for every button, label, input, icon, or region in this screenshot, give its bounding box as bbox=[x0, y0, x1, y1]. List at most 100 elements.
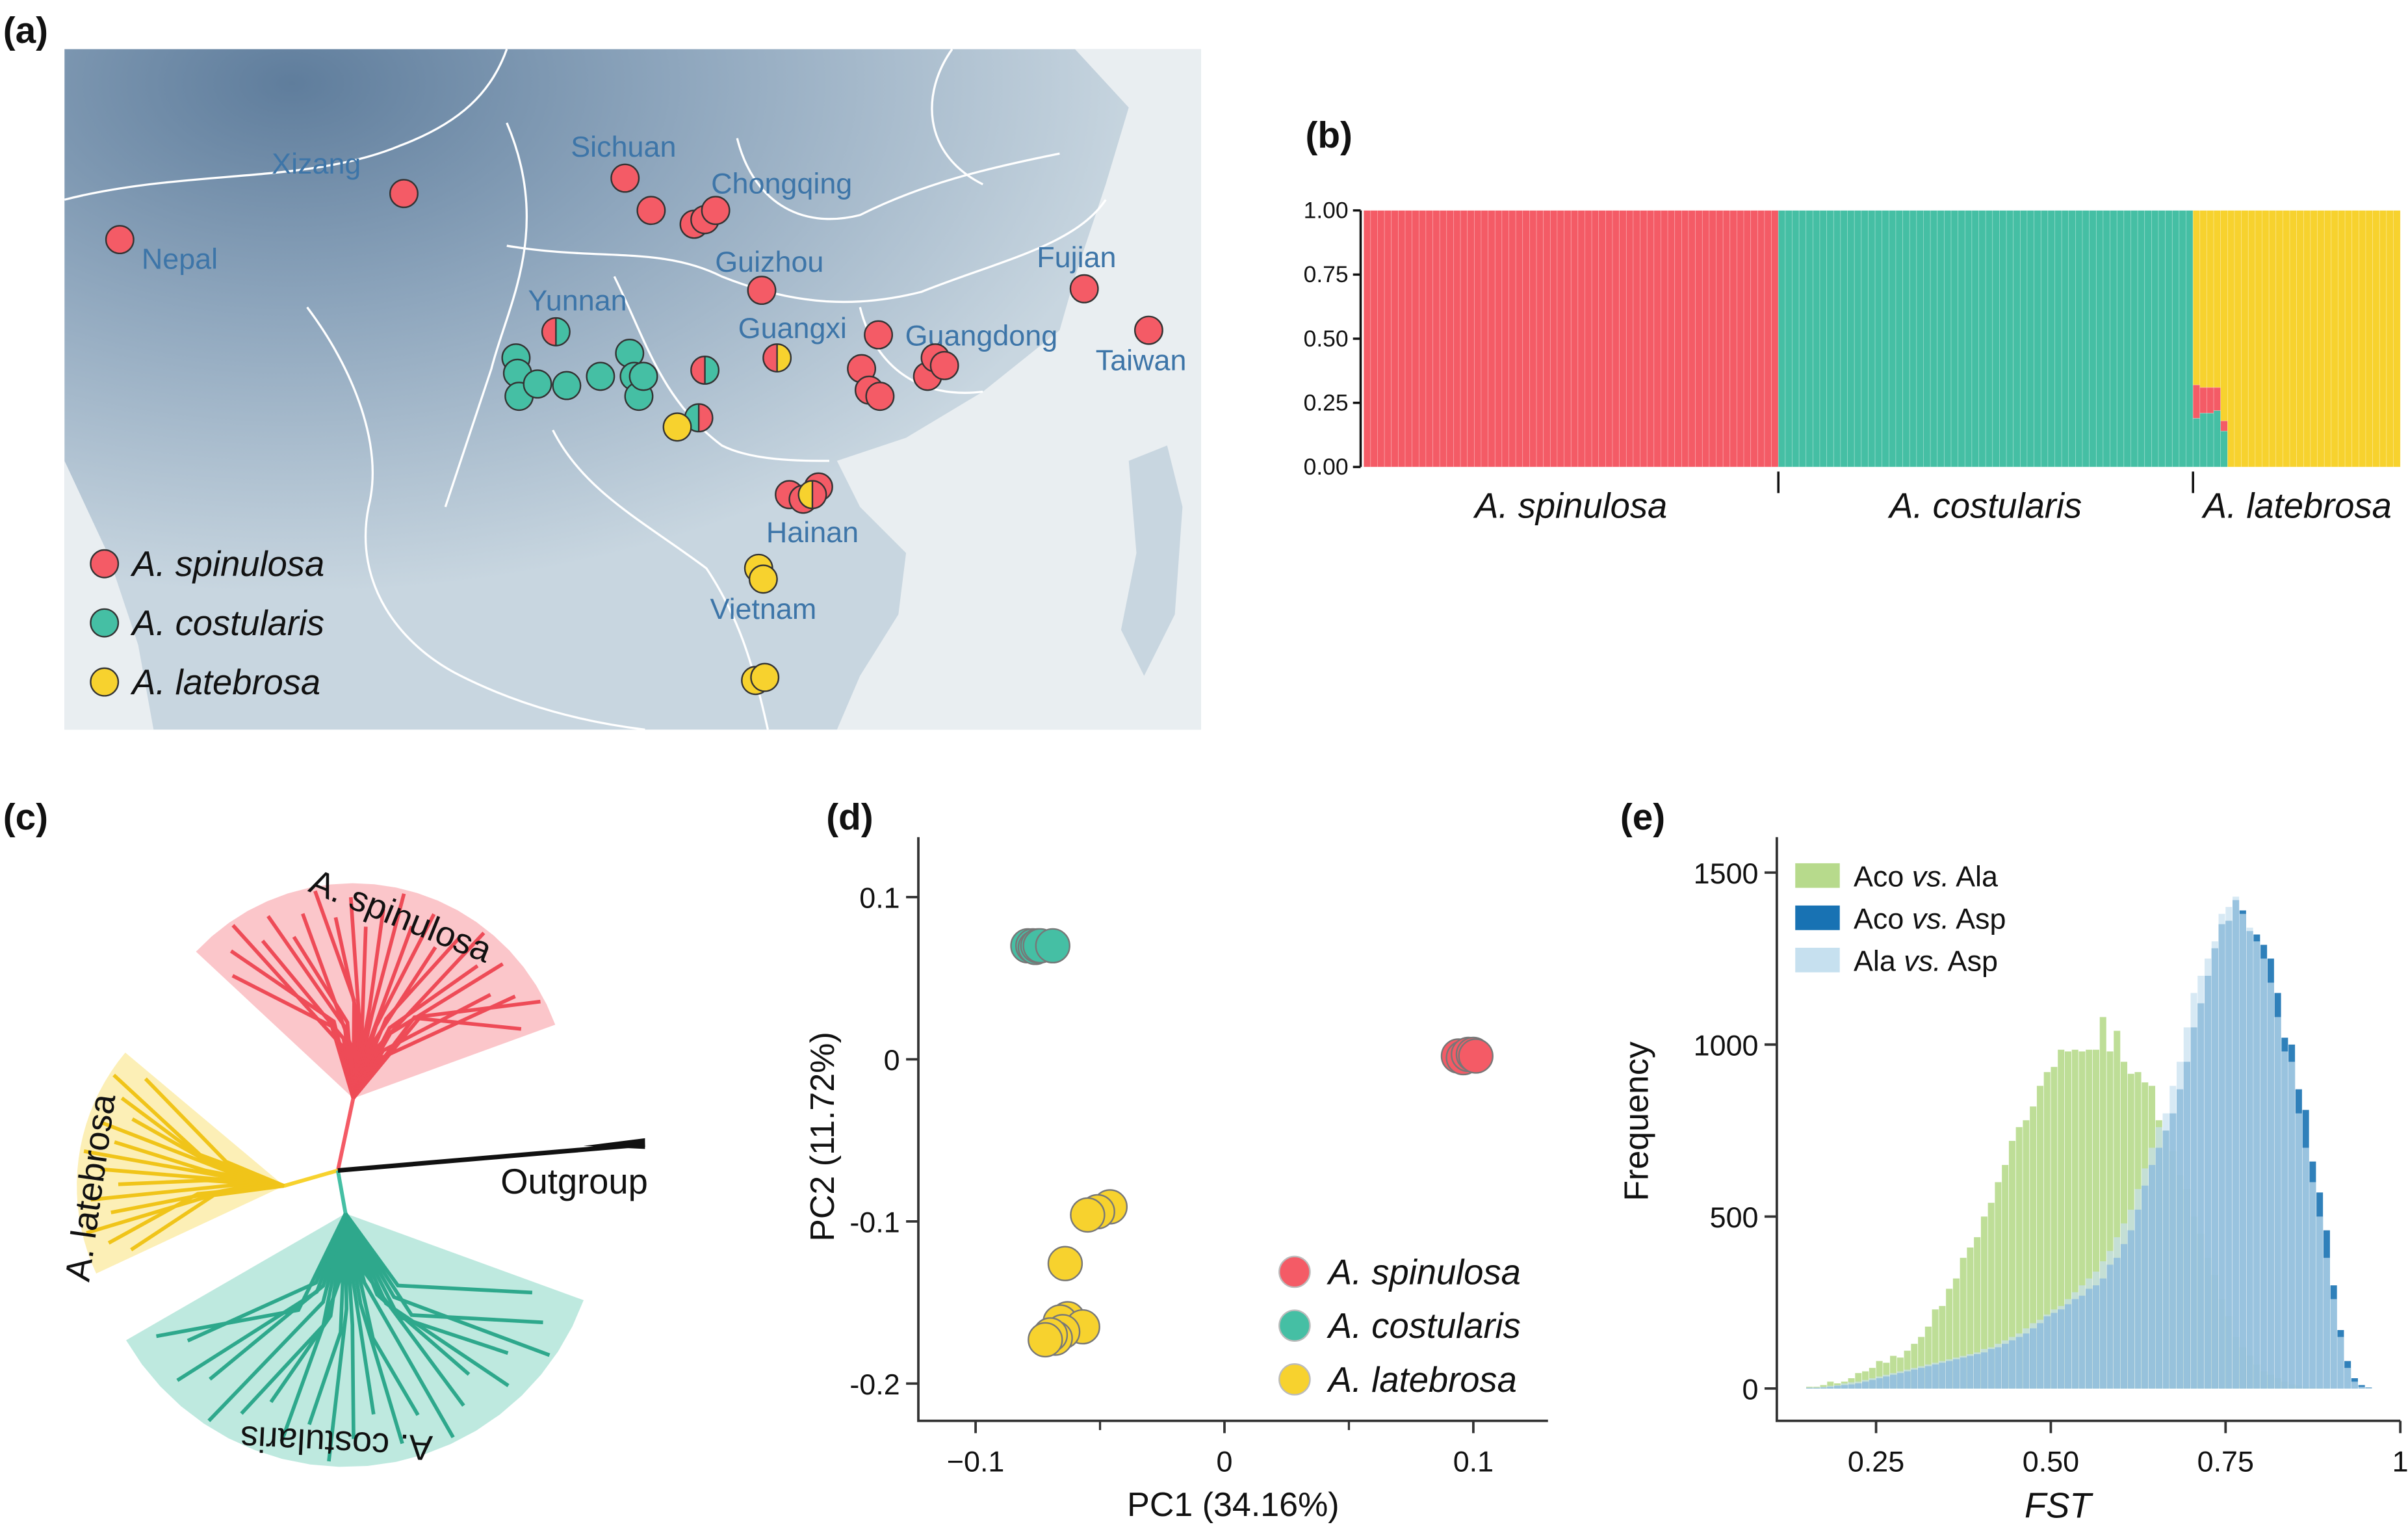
histogram-bar bbox=[1967, 1247, 1974, 1389]
x-axis-label: PC1 (34.16%) bbox=[1127, 1486, 1339, 1524]
ancestry-bar bbox=[1909, 210, 1917, 467]
ancestry-bar bbox=[1882, 210, 1889, 467]
histogram-bar bbox=[2205, 958, 2212, 1389]
ancestry-bar bbox=[1978, 210, 1986, 467]
ancestry-bar bbox=[2165, 210, 2173, 467]
histogram-bar bbox=[2149, 1147, 2156, 1389]
histogram-bar bbox=[1987, 1203, 1995, 1389]
histogram-bar bbox=[2114, 1237, 2121, 1389]
ancestry-bar bbox=[1688, 210, 1696, 467]
ancestry-bar bbox=[2054, 210, 2062, 467]
region-label: Hainan bbox=[766, 516, 859, 549]
histogram-bar bbox=[1952, 1357, 1960, 1389]
histogram-bar bbox=[1960, 1257, 1967, 1389]
site-marker bbox=[105, 225, 135, 255]
ancestry-bar bbox=[1798, 210, 1807, 467]
data-point bbox=[1047, 1246, 1083, 1281]
histogram-bar bbox=[2190, 993, 2197, 1389]
ancestry-bar bbox=[1826, 210, 1834, 467]
ancestry-bar bbox=[2262, 210, 2270, 467]
region-label: Yunnan bbox=[528, 283, 627, 317]
site-marker bbox=[610, 163, 640, 193]
ancestry-bar bbox=[2026, 210, 2034, 467]
legend-label: A. costularis bbox=[130, 603, 324, 643]
ancestry-bar bbox=[1916, 210, 1924, 467]
ancestry-bar bbox=[2207, 387, 2214, 413]
legend-swatch bbox=[1278, 1255, 1311, 1288]
histogram-bar bbox=[2036, 1086, 2043, 1389]
histogram-bar bbox=[2058, 1049, 2065, 1389]
tree-branch bbox=[307, 1213, 348, 1426]
histogram-bar bbox=[1897, 1371, 1904, 1389]
y-tick-label: 500 bbox=[1710, 1201, 1759, 1234]
histogram-bar bbox=[1974, 1352, 1981, 1389]
site-marker bbox=[389, 179, 419, 209]
region-label: Taiwan bbox=[1096, 343, 1187, 376]
histogram-bar bbox=[2106, 1051, 2114, 1389]
x-tick-label: 0.75 bbox=[2197, 1445, 2254, 1478]
histogram-bar bbox=[2365, 1387, 2372, 1389]
ancestry-bar bbox=[1785, 210, 1793, 467]
ancestry-bar bbox=[1729, 210, 1737, 467]
ancestry-bar bbox=[2192, 210, 2201, 386]
group-label: A. latebrosa bbox=[2201, 486, 2392, 525]
ancestry-bar bbox=[2116, 210, 2125, 467]
ancestry-bar bbox=[1743, 210, 1752, 467]
histogram-bar bbox=[2162, 1113, 2169, 1389]
ancestry-bar bbox=[2393, 210, 2401, 467]
ancestry-bar bbox=[1792, 210, 1800, 467]
y-tick-label: 1000 bbox=[1694, 1028, 1759, 1062]
site-marker bbox=[864, 320, 894, 350]
ancestry-bar bbox=[1363, 210, 1371, 467]
site-marker-circle bbox=[865, 382, 895, 412]
panel-label-d: (d) bbox=[826, 797, 873, 838]
ancestry-bar bbox=[2199, 210, 2207, 388]
site-marker bbox=[636, 196, 666, 226]
y-tick-label: 0.1 bbox=[859, 882, 900, 915]
site-marker-circle bbox=[523, 369, 552, 399]
histogram-bar bbox=[2099, 1017, 2106, 1389]
ancestry-bar bbox=[2289, 210, 2298, 467]
histogram-bar bbox=[2155, 1127, 2162, 1389]
site-marker-circle bbox=[748, 564, 778, 594]
site-marker-circle bbox=[610, 163, 640, 193]
legend-label: A. costularis bbox=[1327, 1306, 1521, 1346]
histogram-bar bbox=[2127, 1209, 2134, 1389]
group-label: A. costularis bbox=[1887, 486, 2082, 525]
panel-label-a: (a) bbox=[3, 10, 48, 51]
histogram-bar bbox=[1841, 1383, 1848, 1389]
site-marker-circle bbox=[864, 320, 894, 350]
histogram-bar bbox=[2330, 1299, 2337, 1389]
histogram-bar bbox=[1883, 1374, 1890, 1389]
histogram-bar bbox=[1848, 1382, 1855, 1389]
ancestry-bar bbox=[1681, 210, 1689, 467]
panel-label-e: (e) bbox=[1620, 797, 1665, 838]
ancestry-bar bbox=[1612, 210, 1620, 467]
histogram-bar bbox=[1918, 1366, 1925, 1389]
ancestry-bar bbox=[1605, 210, 1613, 467]
ancestry-bar bbox=[1992, 210, 2000, 467]
site-marker-circle bbox=[552, 371, 582, 400]
legend-swatch bbox=[1795, 947, 1840, 973]
ancestry-bar bbox=[1757, 210, 1765, 467]
histogram-bar bbox=[1834, 1385, 1841, 1389]
histogram-bar bbox=[2344, 1368, 2351, 1389]
ancestry-bar bbox=[2220, 420, 2228, 432]
ancestry-bar bbox=[2338, 210, 2346, 467]
ancestry-bar bbox=[1813, 210, 1820, 467]
histogram-bar bbox=[2043, 1072, 2051, 1389]
site-marker-circle bbox=[636, 196, 666, 226]
histogram-bar bbox=[2120, 1223, 2128, 1389]
histogram-bar bbox=[2309, 1182, 2316, 1389]
ancestry-bar bbox=[2227, 210, 2235, 467]
histogram-bar bbox=[1876, 1361, 1883, 1389]
ancestry-bar bbox=[2158, 210, 2166, 467]
ancestry-bar bbox=[2013, 210, 2021, 467]
ancestry-bar bbox=[1453, 210, 1461, 467]
ancestry-bar bbox=[2220, 430, 2228, 467]
sampling-map: Xizang Nepal Sichuan Chongqing Guizhou Yunnan… bbox=[64, 48, 1201, 731]
region-label: Vietnam bbox=[710, 592, 816, 625]
site-marker-circle bbox=[1069, 274, 1099, 304]
ancestry-bar bbox=[1467, 210, 1475, 467]
histogram-bar bbox=[2260, 958, 2268, 1389]
